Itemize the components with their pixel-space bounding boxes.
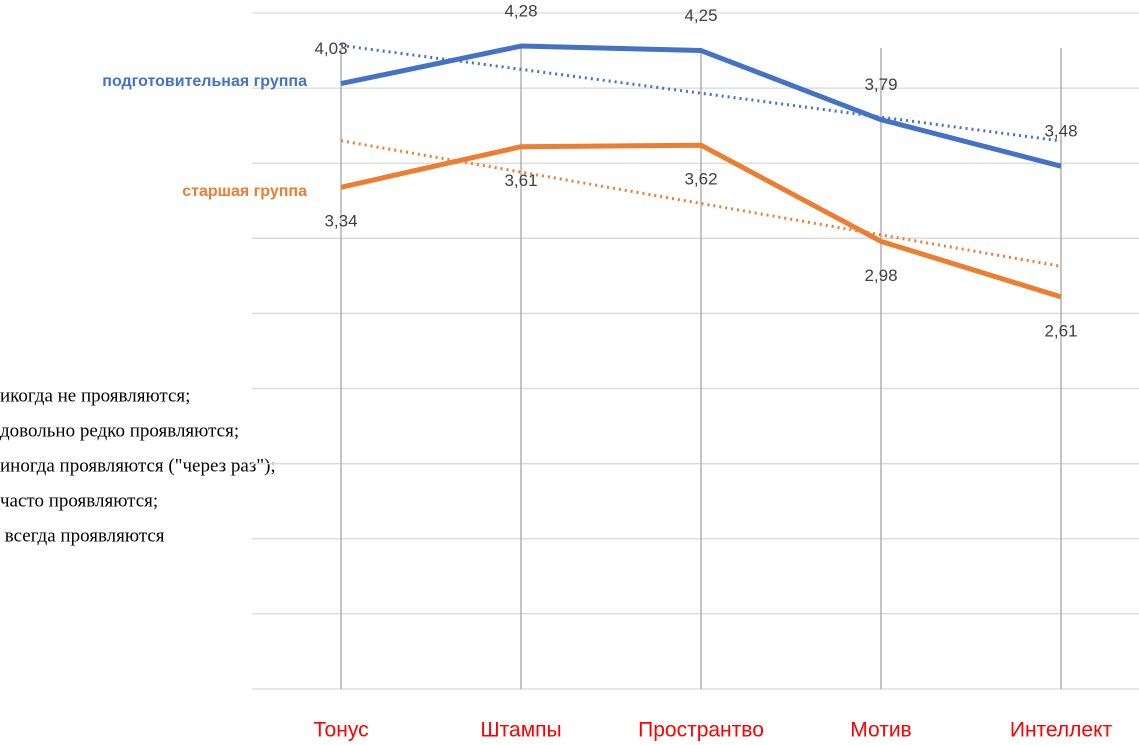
x-tick-label: Тонус	[313, 719, 368, 742]
x-tick-label: Мотив	[850, 719, 911, 742]
data-label: 4,28	[504, 2, 537, 21]
legend-label: старшая группа	[182, 183, 307, 200]
data-label: 4,03	[314, 39, 347, 58]
x-tick-label: Пространтво	[638, 719, 764, 742]
x-tick-label: Штампы	[480, 719, 561, 742]
data-label: 4,25	[684, 6, 717, 25]
background-text: часто проявляются;	[0, 490, 158, 511]
series-line	[340, 142, 1062, 300]
background-text: довольно редко проявляются;	[0, 420, 239, 441]
data-label: 3,62	[684, 170, 717, 189]
background-text: иногда проявляются ("через раз");	[0, 455, 276, 476]
data-label: 3,61	[504, 171, 537, 190]
background-text: всегда проявляются	[0, 525, 165, 546]
trendline	[340, 43, 1062, 143]
data-label: 2,61	[1044, 321, 1077, 340]
data-label: 3,48	[1044, 122, 1077, 141]
data-label: 3,79	[864, 75, 897, 94]
data-label: 3,34	[324, 212, 357, 231]
background-text-block: икогда не проявляются; довольно редко пр…	[0, 385, 276, 546]
legend-label: подготовительная группа	[102, 73, 307, 90]
x-tick-label: Интеллект	[1010, 719, 1113, 742]
background-text: икогда не проявляются;	[0, 385, 190, 406]
series-line	[340, 43, 1062, 169]
data-label: 2,98	[864, 266, 897, 285]
